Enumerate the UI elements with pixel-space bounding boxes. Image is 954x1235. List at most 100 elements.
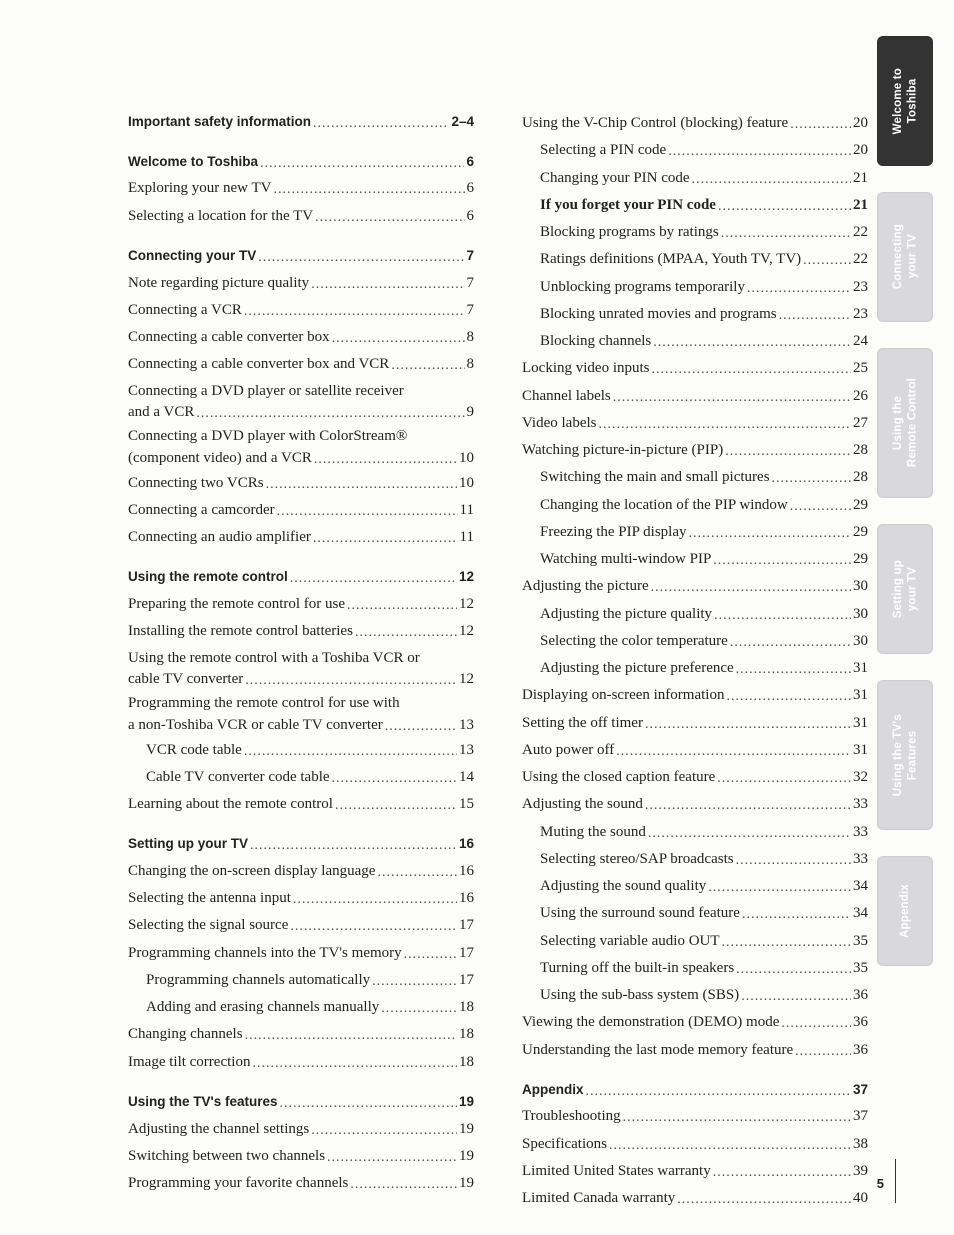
- toc-text: Adjusting the sound quality: [540, 875, 706, 898]
- toc-entry: Exploring your new TV6: [128, 175, 474, 202]
- toc-page: 15: [459, 793, 474, 816]
- toc-text: Connecting a camcorder: [128, 499, 275, 522]
- toc-page: 29: [853, 494, 868, 517]
- toc-entry: Adjusting the picture preference31: [522, 655, 868, 682]
- toc-text: Using the sub-bass system (SBS): [540, 984, 739, 1007]
- toc-entry: Changing your PIN code21: [522, 165, 868, 192]
- toc-entry: Displaying on-screen information31: [522, 682, 868, 709]
- toc-heading: Setting up your TV16: [128, 832, 474, 858]
- toc-page: 39: [853, 1160, 868, 1183]
- toc-group: Important safety information2–4: [128, 110, 474, 136]
- toc-entry: Watching picture-in-picture (PIP) 28: [522, 437, 868, 464]
- toc-page: 36: [853, 1039, 868, 1062]
- toc-text: Watching picture-in-picture (PIP): [522, 439, 723, 462]
- toc-leader: [747, 278, 851, 300]
- toc-entry: Locking video inputs25: [522, 355, 868, 382]
- section-tab[interactable]: Connecting your TV: [877, 192, 933, 322]
- toc-text: Adjusting the channel settings: [128, 1118, 309, 1141]
- section-tab[interactable]: Setting up your TV: [877, 524, 933, 654]
- toc-entry: Freezing the PIP display29: [522, 519, 868, 546]
- toc-page: 28: [853, 439, 868, 462]
- toc-entry: Programming channels automatically17: [128, 967, 474, 994]
- section-tab-label: Connecting your TV: [891, 224, 920, 289]
- toc-text: Limited United States warranty: [522, 1160, 711, 1183]
- toc-page: 16: [459, 887, 474, 910]
- toc-text: Connecting a cable converter box and VCR: [128, 353, 389, 376]
- toc-entry: Using the closed caption feature32: [522, 764, 868, 791]
- toc-page: 7: [467, 272, 475, 295]
- toc-entry: Selecting the antenna input16: [128, 885, 474, 912]
- toc-page: 36: [853, 1011, 868, 1034]
- toc-text: Changing channels: [128, 1023, 243, 1046]
- section-tab[interactable]: Appendix: [877, 856, 933, 966]
- toc-page: 13: [459, 715, 474, 737]
- toc-entry: Changing the on-screen display language1…: [128, 858, 474, 885]
- section-tab[interactable]: Using the TV's Features: [877, 680, 933, 830]
- toc-leader: [653, 332, 851, 354]
- toc-leader: [648, 823, 851, 845]
- toc-text: If you forget your PIN code: [540, 194, 716, 217]
- toc-heading: Using the remote control12: [128, 565, 474, 591]
- toc-leader: [713, 1162, 851, 1184]
- toc-entry: Selecting the color temperature30: [522, 628, 868, 655]
- toc-page: 22: [853, 221, 868, 244]
- toc-text: Image tilt correction: [128, 1051, 250, 1074]
- toc-text: Locking video inputs: [522, 357, 650, 380]
- toc-text: Preparing the remote control for use: [128, 593, 345, 616]
- toc-leader: [730, 632, 851, 654]
- toc-text: Programming channels automatically: [146, 969, 370, 992]
- toc-entry: Using the V-Chip Control (blocking) feat…: [522, 110, 868, 137]
- toc-leader: [355, 622, 457, 644]
- toc-entry: Adjusting the picture30: [522, 573, 868, 600]
- toc-entry: Watching multi-window PIP29: [522, 546, 868, 573]
- toc-page: 37: [853, 1105, 868, 1128]
- toc-text: Using the remote control with a Toshiba …: [128, 648, 474, 670]
- toc-leader: [725, 441, 851, 463]
- toc-leader: [790, 114, 851, 136]
- toc-page: 35: [853, 930, 868, 953]
- toc-text: Connecting a DVD player with ColorStream…: [128, 426, 474, 448]
- toc-page: 12: [459, 593, 474, 616]
- toc-text: Connecting a DVD player or satellite rec…: [128, 381, 474, 403]
- toc-entry: Changing channels18: [128, 1021, 474, 1048]
- toc-entry: Blocking channels24: [522, 328, 868, 355]
- toc-text: Adjusting the picture quality: [540, 603, 712, 626]
- toc-page: 10: [459, 472, 474, 495]
- toc-page: 30: [853, 575, 868, 598]
- toc-page: 20: [853, 139, 868, 162]
- toc-entry: Troubleshooting37: [522, 1103, 868, 1130]
- toc-page: 2–4: [451, 112, 474, 133]
- toc-page: 18: [459, 996, 474, 1019]
- toc-page: 33: [853, 848, 868, 871]
- toc-leader: [599, 414, 852, 436]
- toc-leader: [260, 153, 464, 175]
- toc-entry: Limited Canada warranty40: [522, 1185, 868, 1212]
- toc-entry: Adjusting the picture quality30: [522, 601, 868, 628]
- toc-page: 21: [853, 167, 868, 190]
- toc-leader: [245, 1025, 457, 1047]
- toc-page: 23: [853, 303, 868, 326]
- toc-page: 18: [459, 1051, 474, 1074]
- toc-text: Unblocking programs temporarily: [540, 276, 745, 299]
- toc-text: Note regarding picture quality: [128, 272, 309, 295]
- toc-page: 35: [853, 957, 868, 980]
- section-tab[interactable]: Welcome to Toshiba: [877, 36, 933, 166]
- toc-leader: [692, 169, 851, 191]
- section-tab[interactable]: Using the Remote Control: [877, 348, 933, 498]
- toc-leader: [385, 717, 457, 737]
- toc-text: and a VCR: [128, 402, 194, 424]
- toc-leader: [311, 1120, 457, 1142]
- toc-text: a non-Toshiba VCR or cable TV converter: [128, 715, 383, 737]
- toc-text: Auto power off: [522, 739, 614, 762]
- toc-entry: Connecting a VCR7: [128, 297, 474, 324]
- toc-text: Specifications: [522, 1133, 607, 1156]
- toc-text: Channel labels: [522, 385, 611, 408]
- toc-page: 20: [853, 112, 868, 135]
- page-number: 5: [877, 1176, 884, 1191]
- toc-entry: Switching between two channels19: [128, 1143, 474, 1170]
- toc-text: Muting the sound: [540, 821, 646, 844]
- toc-entry: Adding and erasing channels manually 18: [128, 994, 474, 1021]
- toc-leader: [803, 250, 851, 272]
- toc-text: Connecting a cable converter box: [128, 326, 330, 349]
- toc-text: Adding and erasing channels manually: [146, 996, 379, 1019]
